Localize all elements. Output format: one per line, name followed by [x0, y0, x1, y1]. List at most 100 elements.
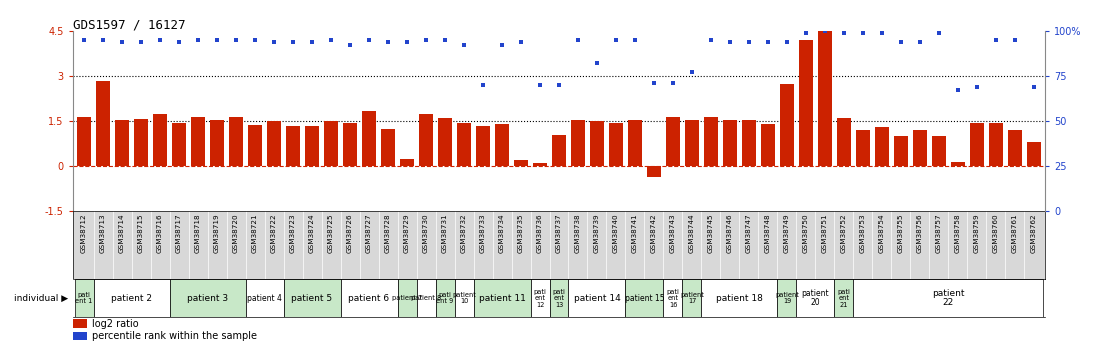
Bar — [1026, 142, 1041, 166]
Point — [721, 39, 739, 45]
Point — [740, 39, 758, 45]
Text: patient 4: patient 4 — [247, 294, 282, 303]
Bar — [874, 127, 889, 166]
Text: GSM38715: GSM38715 — [138, 213, 144, 253]
Text: GSM38743: GSM38743 — [670, 213, 676, 253]
Text: patient 11: patient 11 — [479, 294, 525, 303]
Bar — [590, 121, 604, 166]
Point — [208, 37, 226, 43]
Bar — [682, 279, 701, 317]
Point — [626, 37, 644, 43]
Point — [284, 39, 302, 45]
Text: GSM38759: GSM38759 — [974, 213, 980, 253]
Bar — [343, 122, 357, 166]
Text: GSM38724: GSM38724 — [309, 213, 315, 253]
Bar — [455, 279, 474, 317]
Bar — [248, 125, 262, 166]
Text: GSM38726: GSM38726 — [347, 213, 353, 253]
Text: patient 3: patient 3 — [187, 294, 228, 303]
Bar — [818, 30, 832, 166]
Bar — [341, 279, 398, 317]
Text: GSM38718: GSM38718 — [195, 213, 201, 253]
Point — [246, 37, 264, 43]
Text: patient
10: patient 10 — [452, 292, 476, 304]
Text: GSM38739: GSM38739 — [594, 213, 600, 253]
Bar — [663, 279, 682, 317]
Text: percentile rank within the sample: percentile rank within the sample — [92, 331, 257, 341]
Point — [607, 37, 625, 43]
Bar — [210, 120, 225, 166]
Bar — [324, 121, 338, 166]
Bar — [777, 279, 796, 317]
Text: GSM38716: GSM38716 — [157, 213, 163, 253]
Point — [436, 37, 454, 43]
Point — [493, 43, 511, 48]
Bar — [134, 119, 149, 166]
Point — [113, 39, 131, 45]
Bar — [761, 124, 775, 166]
Point — [189, 37, 207, 43]
Bar — [893, 136, 908, 166]
Text: patient
19: patient 19 — [775, 292, 799, 304]
Bar — [647, 166, 661, 177]
Text: GSM38745: GSM38745 — [708, 213, 714, 253]
Text: GSM38725: GSM38725 — [328, 213, 334, 253]
Bar — [856, 130, 870, 166]
Bar — [75, 279, 94, 317]
Text: patient
22: patient 22 — [932, 289, 965, 307]
Bar — [457, 122, 471, 166]
Text: pati
ent
13: pati ent 13 — [552, 288, 566, 308]
Point — [702, 37, 720, 43]
Point — [455, 43, 473, 48]
Bar — [438, 118, 452, 166]
Point — [778, 39, 796, 45]
Bar — [398, 279, 417, 317]
Bar — [153, 114, 168, 166]
Bar — [853, 279, 1043, 317]
Text: GSM38756: GSM38756 — [917, 213, 923, 253]
Text: patient 6: patient 6 — [349, 294, 389, 303]
Text: GSM38740: GSM38740 — [613, 213, 619, 253]
Bar — [988, 122, 1003, 166]
Text: GSM38719: GSM38719 — [214, 213, 220, 253]
Bar — [191, 117, 206, 166]
Text: GSM38757: GSM38757 — [936, 213, 942, 253]
Point — [683, 70, 701, 75]
Text: patient 18: patient 18 — [716, 294, 762, 303]
Text: pati
ent 1: pati ent 1 — [75, 292, 93, 304]
Bar — [568, 279, 625, 317]
Point — [1025, 84, 1043, 90]
Bar — [284, 279, 341, 317]
Text: GSM38738: GSM38738 — [575, 213, 581, 253]
Bar — [246, 279, 284, 317]
Text: GSM38721: GSM38721 — [252, 213, 258, 253]
Bar — [796, 279, 834, 317]
Bar — [267, 121, 281, 166]
Point — [987, 37, 1005, 43]
Point — [1006, 37, 1024, 43]
Point — [322, 37, 340, 43]
Text: patient 8: patient 8 — [411, 295, 442, 301]
Text: log2 ratio: log2 ratio — [92, 319, 139, 329]
Point — [949, 88, 967, 93]
Point — [341, 43, 359, 48]
Point — [360, 37, 378, 43]
Text: GSM38760: GSM38760 — [993, 213, 999, 253]
Bar — [742, 120, 756, 166]
Text: GSM38741: GSM38741 — [632, 213, 638, 253]
Text: GSM38744: GSM38744 — [689, 213, 695, 253]
Point — [892, 39, 910, 45]
Text: GSM38713: GSM38713 — [101, 213, 106, 253]
Text: individual ▶: individual ▶ — [13, 294, 68, 303]
Text: GSM38727: GSM38727 — [366, 213, 372, 253]
Text: GSM38755: GSM38755 — [898, 213, 904, 253]
Point — [873, 30, 891, 36]
Bar — [96, 81, 111, 166]
Text: GSM38722: GSM38722 — [271, 213, 277, 253]
Bar — [701, 279, 777, 317]
Bar — [94, 279, 170, 317]
Point — [512, 39, 530, 45]
Text: GSM38736: GSM38736 — [537, 213, 543, 253]
Bar — [780, 83, 794, 166]
Bar — [666, 117, 680, 166]
